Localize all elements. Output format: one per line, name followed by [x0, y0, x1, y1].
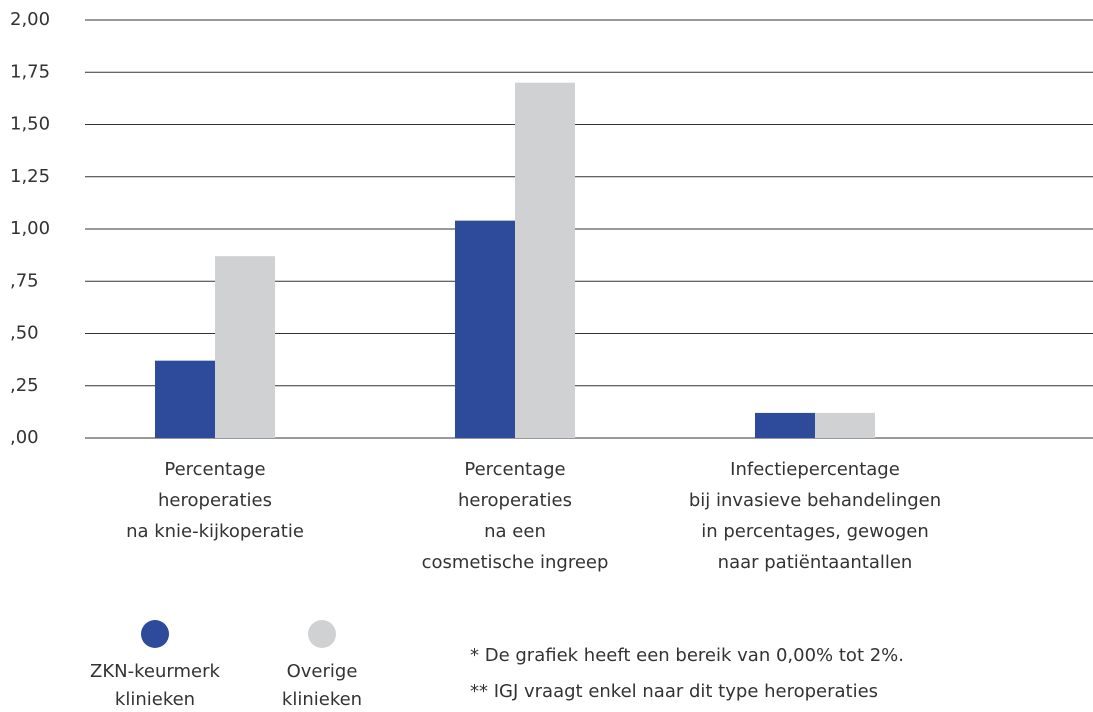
x-tick-label: bij invasieve behandelingen [689, 490, 941, 511]
x-tick-label: cosmetische ingreep [422, 552, 609, 573]
x-tick-label: naar patiëntaantallen [718, 552, 913, 573]
legend-label: Overige klinieken [281, 661, 363, 710]
legend-swatch [308, 620, 336, 648]
x-tick-label: na knie-kijkoperatie [126, 521, 304, 542]
x-tick-label: Percentage [464, 459, 565, 480]
annotation: ** IGJ vraagt enkel naar dit type herope… [470, 681, 878, 702]
y-tick-label: 2,00 [10, 9, 50, 30]
x-tick-label: Infectiepercentage [730, 459, 900, 480]
x-tick-label: in percentages, gewogen [701, 521, 929, 542]
bar [215, 256, 275, 438]
bar [155, 360, 215, 438]
y-tick-label: 1,50 [10, 114, 50, 135]
x-tick-label: Percentage [164, 459, 265, 480]
bar [455, 220, 515, 438]
bar [755, 412, 815, 438]
y-tick-label: 1,00 [10, 218, 50, 239]
y-tick-label: ,00 [10, 427, 39, 448]
y-tick-label: 1,25 [10, 166, 50, 187]
x-tick-label: na een [484, 521, 546, 542]
x-tick-label: heroperaties [158, 490, 272, 511]
legend-label: ZKN-keurmerk klinieken [90, 661, 220, 710]
y-tick-label: ,75 [10, 270, 39, 291]
y-tick-label: 1,75 [10, 61, 50, 82]
y-tick-label: ,25 [10, 375, 39, 396]
bar [815, 412, 875, 438]
bar [515, 82, 575, 438]
y-tick-label: ,50 [10, 323, 39, 344]
x-tick-label: heroperaties [458, 490, 572, 511]
legend-swatch [141, 620, 169, 648]
annotation: * De grafiek heeft een bereik van 0,00% … [470, 645, 904, 666]
